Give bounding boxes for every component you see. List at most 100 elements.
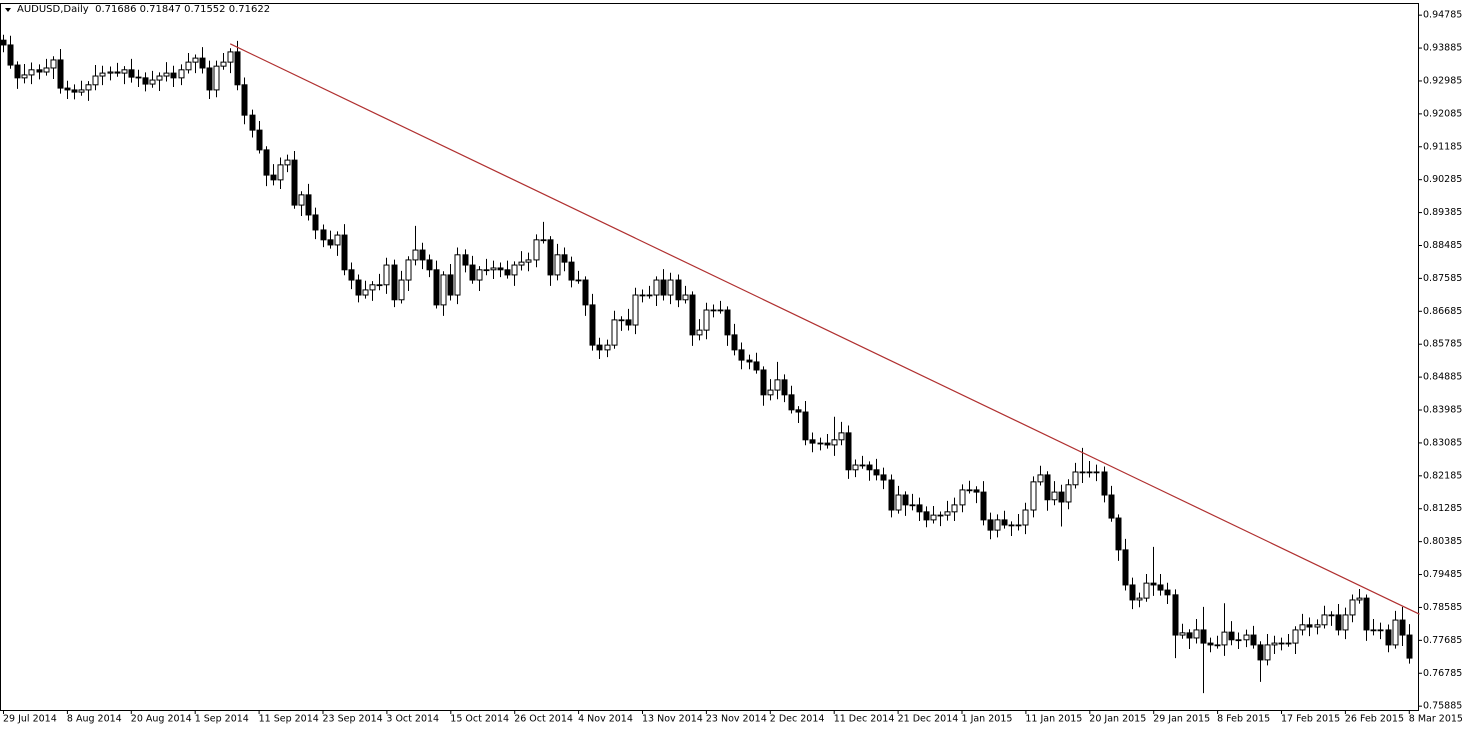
y-tick-label: 0.83985 [1423, 405, 1462, 416]
candle-body [1299, 624, 1306, 631]
x-tick-label: 29 Jul 2014 [3, 714, 57, 725]
candle-body [582, 279, 589, 306]
candle-body [199, 57, 206, 69]
header-value: 0.71622 [228, 4, 271, 15]
candle-body [596, 344, 603, 351]
candle-body [107, 71, 114, 74]
candle-body [611, 319, 618, 346]
candle-body [1172, 594, 1179, 636]
candle-body [504, 269, 511, 276]
candle-body [1328, 614, 1335, 617]
candle-body [1101, 471, 1108, 496]
candle-body [1001, 519, 1008, 526]
candle-body [568, 261, 575, 281]
candle-body [916, 504, 923, 513]
candle-body [234, 51, 241, 86]
candle-body [1058, 491, 1065, 503]
candle-body [1164, 589, 1171, 596]
candle-body [930, 514, 937, 521]
candle-body [327, 239, 334, 246]
candle-body [632, 294, 639, 326]
candle-body [206, 67, 213, 91]
candle-body [1015, 524, 1022, 527]
candle-body [213, 65, 220, 91]
candle-body [1136, 597, 1143, 601]
symbol: AUDUSD,Daily [17, 4, 89, 15]
candle-body [1129, 584, 1136, 601]
candle-body [7, 44, 14, 66]
candle-body [99, 72, 106, 77]
candle-body [121, 69, 128, 74]
candle-body [305, 194, 312, 216]
chart-header: AUDUSD,Daily 0.71686 0.71847 0.71552 0.7… [17, 3, 270, 17]
candle-body [341, 234, 348, 271]
candle-body [1392, 619, 1399, 646]
candle-body [320, 229, 327, 241]
candle-body [1008, 524, 1015, 527]
x-tick-label: 26 Oct 2014 [514, 714, 573, 725]
candle-body [1363, 597, 1370, 631]
candle-body [774, 379, 781, 391]
candle-body [859, 464, 866, 467]
y-tick-label: 0.76785 [1423, 668, 1462, 679]
y-tick-label: 0.88485 [1423, 240, 1462, 251]
candle-body [1314, 624, 1321, 628]
candle-body [1044, 474, 1051, 501]
x-tick-label: 20 Aug 2014 [131, 714, 192, 725]
y-tick-label: 0.81285 [1423, 503, 1462, 514]
candle-body [951, 504, 958, 513]
candle-body [170, 72, 177, 79]
candle-body [1186, 632, 1193, 639]
candle-body [185, 61, 192, 71]
candle-body [178, 69, 185, 79]
candle-body [1143, 582, 1150, 599]
y-tick-label: 0.80385 [1423, 536, 1462, 547]
candle-body [1264, 644, 1271, 661]
candle-body [703, 309, 710, 331]
y-tick-label: 0.83085 [1423, 437, 1462, 448]
candle-body [1342, 614, 1349, 631]
candle-body [21, 74, 28, 79]
y-tick-label: 0.89385 [1423, 207, 1462, 218]
candle-body [873, 469, 880, 476]
candle-body [923, 511, 930, 521]
candle-body [994, 519, 1001, 531]
candle-body [518, 261, 525, 266]
plot-frame [0, 3, 1419, 711]
candle-body [845, 432, 852, 471]
candle-body [433, 269, 440, 306]
candle-body [781, 379, 788, 396]
x-tick-label: 23 Sep 2014 [323, 714, 383, 725]
candle-body [284, 159, 291, 166]
candle-body [966, 489, 973, 492]
header-value: 0.71847 [139, 4, 181, 15]
candle-body [64, 87, 71, 91]
candle-body [937, 514, 944, 517]
candle-body [767, 389, 774, 396]
candle-body [263, 149, 270, 176]
candle-body [362, 289, 369, 296]
trend-line [229, 43, 1420, 615]
candle-body [1179, 632, 1186, 636]
candle-body [959, 489, 966, 506]
candle-body [149, 79, 156, 85]
candle-body [1271, 642, 1278, 646]
y-tick-label: 0.79485 [1423, 569, 1462, 580]
y-tick-label: 0.87585 [1423, 273, 1462, 284]
candle-body [1385, 629, 1392, 646]
candle-body [888, 479, 895, 511]
candle-body [376, 284, 383, 287]
y-tick-label: 0.75885 [1423, 701, 1462, 712]
candle-body [895, 494, 902, 511]
candle-body [398, 279, 405, 301]
candle-body [809, 439, 816, 444]
candle-body [980, 491, 987, 521]
candle-body [241, 84, 248, 116]
candle-body [753, 361, 760, 371]
candle-body [1228, 631, 1235, 641]
menu-arrow[interactable] [5, 8, 11, 12]
x-tick-label: 15 Oct 2014 [450, 714, 509, 725]
candle-body [866, 464, 873, 471]
candle-body [1335, 614, 1342, 631]
